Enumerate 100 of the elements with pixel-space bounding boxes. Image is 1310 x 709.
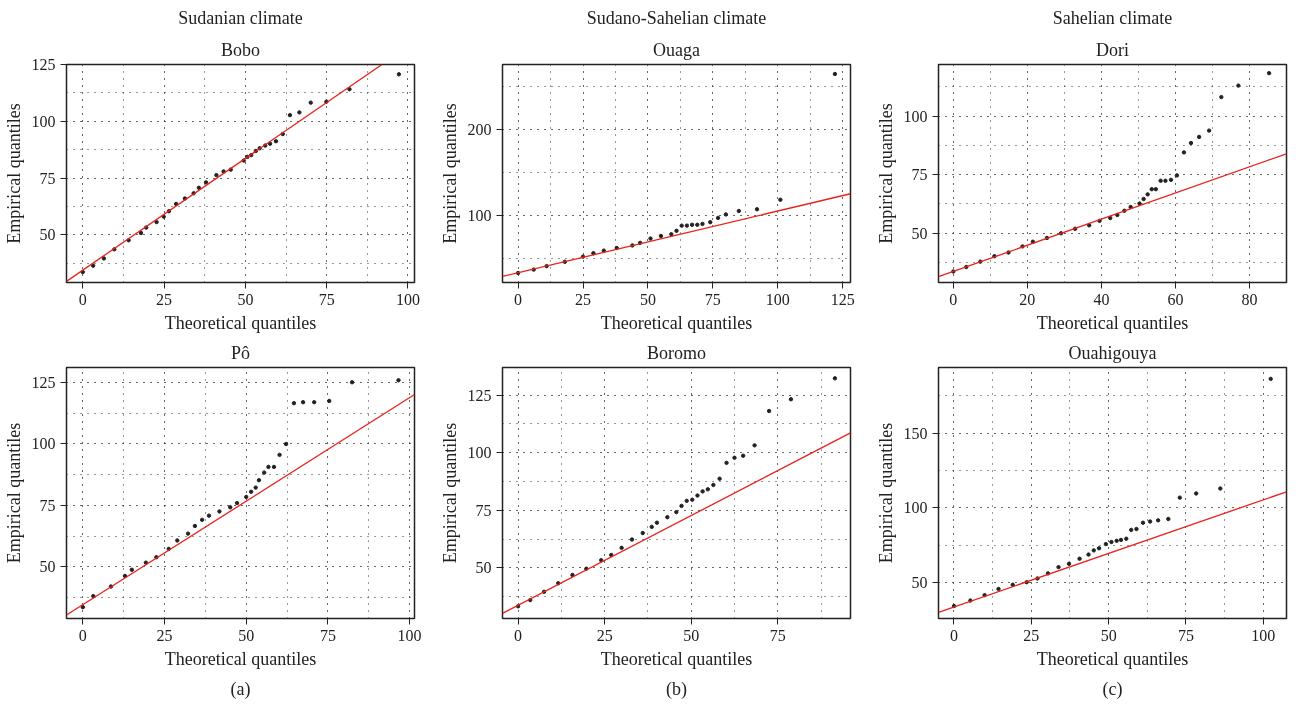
point: [832, 376, 838, 381]
point: [1149, 187, 1154, 192]
point: [1124, 536, 1129, 541]
point: [1145, 192, 1150, 197]
y-tick-label: 125: [467, 386, 492, 404]
point: [91, 593, 96, 599]
point: [138, 230, 144, 236]
x-tick-label: 40: [1093, 290, 1110, 308]
point: [129, 567, 135, 572]
point: [266, 464, 271, 470]
point: [1174, 173, 1180, 178]
point: [1188, 140, 1194, 146]
x-tick-label: 75: [318, 290, 335, 308]
x-tick-label: 100: [765, 290, 790, 308]
point: [283, 441, 289, 447]
point: [1134, 526, 1139, 532]
point: [311, 400, 317, 405]
point: [658, 233, 664, 239]
point: [308, 100, 313, 105]
x-tick-label: 25: [156, 626, 173, 644]
chart-title: Pô: [230, 342, 251, 363]
point: [199, 517, 205, 523]
x-tick-label: 50: [237, 290, 254, 308]
point: [228, 505, 233, 510]
point: [640, 530, 645, 536]
x-axis-title: Theoretical quantiles: [1036, 648, 1189, 669]
point: [1147, 519, 1153, 524]
point: [732, 455, 737, 460]
x-tick-label: 60: [1167, 290, 1184, 308]
x-tick-label: 25: [1023, 626, 1040, 644]
point: [347, 87, 352, 92]
x-tick-label: 0: [78, 626, 87, 644]
point: [690, 497, 695, 502]
point: [1181, 150, 1187, 155]
point: [669, 232, 674, 237]
chart-title: Sudano-Sahelian climate: [586, 7, 767, 28]
y-tick-label: 200: [467, 120, 492, 138]
y-axis-title: Empirical quantiles: [3, 422, 24, 564]
x-tick-label: 25: [156, 290, 173, 308]
point: [396, 378, 401, 383]
y-tick-label: 100: [31, 435, 56, 453]
point: [1163, 178, 1168, 183]
y-tick-label: 50: [911, 224, 928, 242]
point: [711, 482, 716, 488]
x-axis-title: Theoretical quantiles: [600, 648, 753, 669]
chart-subtitle: Dori: [1096, 39, 1129, 60]
point: [248, 489, 254, 494]
point: [196, 185, 202, 190]
x-tick-label: 100: [397, 626, 422, 644]
x-tick-label: 0: [949, 290, 958, 308]
point: [752, 443, 757, 448]
point: [1236, 83, 1241, 88]
x-tick-label: 75: [319, 626, 336, 644]
point: [1118, 537, 1124, 543]
x-axis-title: Theoretical quantiles: [164, 312, 317, 333]
point: [723, 212, 729, 217]
point: [175, 538, 180, 543]
x-tick-label: 0: [514, 626, 523, 644]
y-tick-label: 75: [911, 166, 928, 184]
point: [1108, 215, 1113, 221]
point: [101, 256, 107, 261]
y-tick-label: 125: [31, 373, 56, 391]
point: [217, 509, 222, 514]
point: [679, 223, 684, 228]
point: [717, 476, 722, 481]
x-axis-title: Theoretical quantiles: [600, 312, 753, 333]
point: [591, 251, 596, 256]
point: [1168, 177, 1174, 183]
x-tick-label: 0: [514, 290, 523, 308]
point: [80, 604, 86, 610]
point: [1158, 178, 1163, 183]
point: [277, 452, 282, 458]
point: [708, 219, 713, 225]
x-tick-label: 75: [769, 626, 786, 644]
point: [1137, 201, 1142, 206]
point: [705, 487, 711, 492]
point: [253, 485, 258, 490]
point: [556, 581, 561, 586]
y-tick-label: 75: [39, 496, 56, 514]
point: [684, 223, 690, 228]
y-tick-label: 100: [467, 444, 492, 462]
y-tick-label: 100: [903, 107, 928, 125]
x-tick-label: 0: [78, 290, 87, 308]
point: [1196, 134, 1202, 140]
point: [740, 453, 746, 458]
x-tick-label: 25: [575, 290, 592, 308]
point: [649, 524, 654, 530]
point: [287, 112, 293, 118]
point: [396, 72, 402, 77]
x-tick-label: 100: [1251, 626, 1276, 644]
point: [173, 201, 179, 207]
point: [754, 207, 760, 212]
point: [695, 493, 700, 498]
point: [736, 208, 742, 214]
chart-subtitle: Ouaga: [653, 39, 700, 60]
point: [228, 167, 233, 172]
point: [689, 222, 695, 227]
y-tick-label: 125: [31, 56, 56, 73]
point: [1091, 548, 1096, 553]
point: [271, 464, 277, 470]
